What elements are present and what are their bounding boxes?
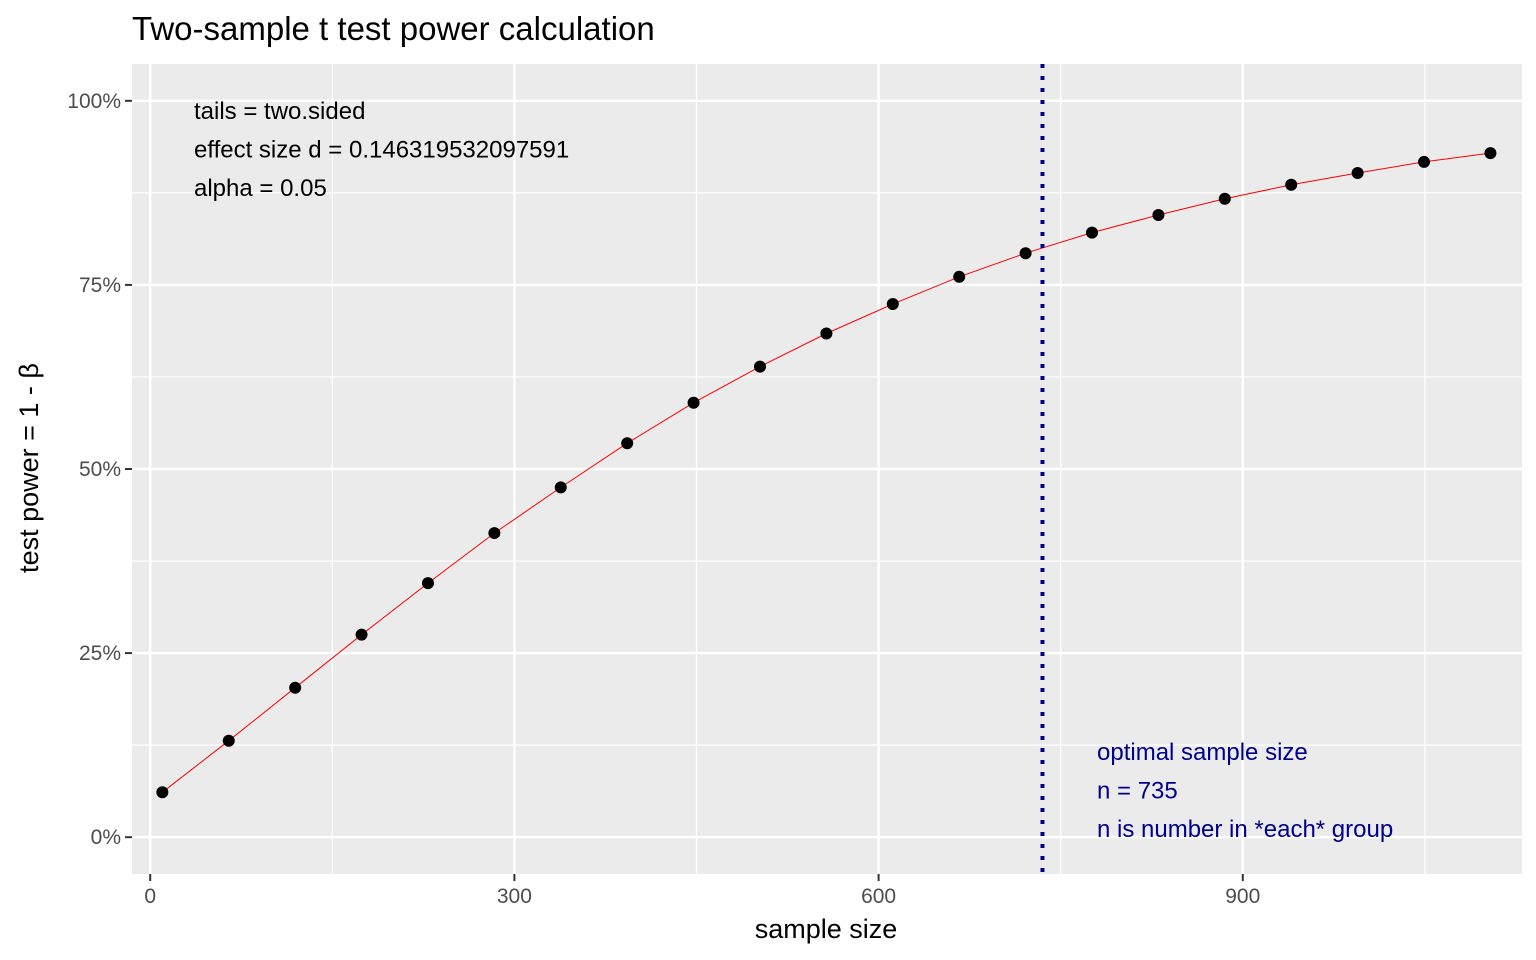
data-point	[1285, 178, 1298, 191]
x-tick-label: 0	[144, 885, 156, 908]
optimal-annotation-line: n = 735	[1097, 778, 1178, 805]
parameter-annotation-line: effect size d = 0.146319532097591	[194, 137, 569, 164]
data-point	[1086, 226, 1099, 239]
y-tick-label: 100%	[67, 90, 121, 113]
y-tick-label: 25%	[79, 642, 121, 665]
y-tick-label: 0%	[91, 826, 121, 849]
parameter-annotation-line: tails = two.sided	[194, 98, 365, 125]
x-tick-label: 900	[1225, 885, 1260, 908]
x-axis-title: sample size	[755, 914, 898, 944]
y-tick-label: 50%	[79, 458, 121, 481]
optimal-annotation-line: n is number in *each* group	[1097, 816, 1393, 843]
data-point	[1484, 147, 1497, 160]
power-points	[156, 147, 1497, 799]
y-axis-ticks: 0% 25% 50% 75% 100%	[67, 90, 132, 849]
data-point	[289, 681, 302, 694]
data-point	[421, 577, 434, 590]
data-point	[222, 734, 235, 747]
data-point	[886, 298, 899, 311]
data-point	[1351, 166, 1364, 179]
data-point	[355, 628, 368, 641]
data-point	[488, 527, 501, 540]
data-point	[1418, 155, 1431, 168]
optimal-annotation-line: optimal sample size	[1097, 739, 1308, 766]
y-tick-label: 75%	[79, 274, 121, 297]
data-point	[1218, 192, 1231, 205]
x-axis-ticks: 0 300 600 900	[144, 874, 1260, 908]
data-point	[687, 396, 700, 409]
y-axis-title: test power = 1 - β	[14, 363, 44, 573]
data-point	[554, 481, 567, 494]
chart-title: Two-sample t test power calculation	[132, 10, 655, 47]
data-point	[953, 270, 966, 283]
data-point	[820, 327, 833, 340]
data-point	[156, 786, 169, 799]
data-point	[1152, 208, 1165, 221]
parameters-annotation: tails = two.sided effect size d = 0.14631…	[194, 98, 569, 202]
data-point	[621, 437, 634, 450]
optimal-size-annotation: optimal sample size n = 735 n is number in…	[1097, 739, 1393, 843]
x-tick-label: 300	[497, 885, 532, 908]
major-gridlines	[132, 64, 1522, 874]
data-point	[753, 360, 766, 373]
parameter-annotation-line: alpha = 0.05	[194, 175, 327, 202]
data-point	[1019, 247, 1032, 260]
x-tick-label: 600	[861, 885, 896, 908]
